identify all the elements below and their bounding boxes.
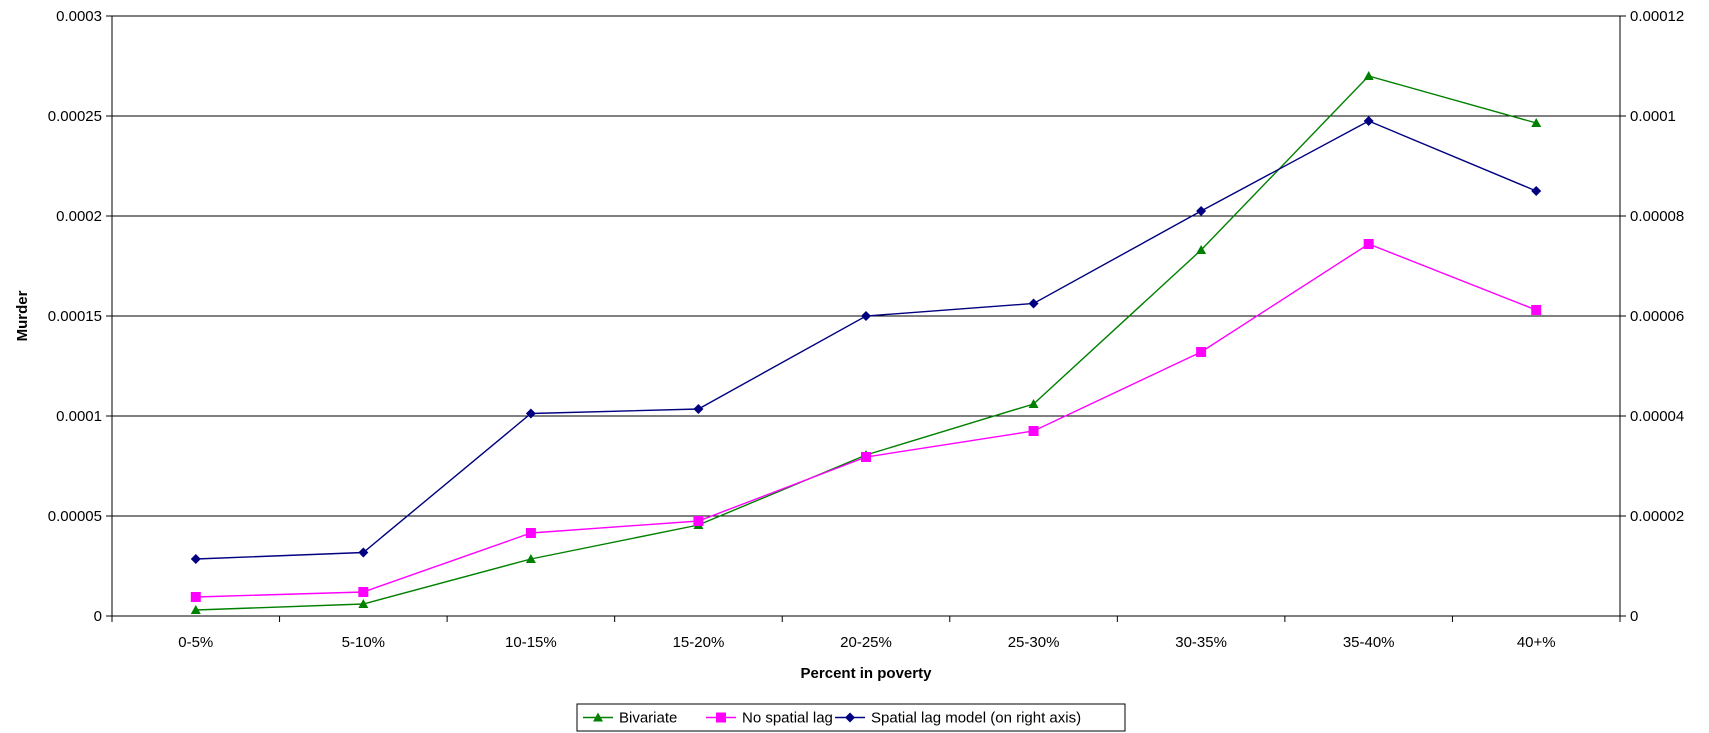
left-tick-label: 0.0001	[56, 408, 102, 425]
left-tick-label: 0.0002	[56, 208, 102, 225]
right-tick-label: 0.00004	[1630, 408, 1684, 425]
data-point	[1363, 116, 1374, 126]
left-axis-ticks: 0 0.00005 0.0001 0.00015 0.0002 0.00025 0.0003	[48, 8, 112, 625]
right-tick-label: 0.00012	[1630, 8, 1684, 25]
data-point	[1196, 347, 1207, 357]
data-point	[861, 311, 871, 321]
x-axis-title: Percent in poverty	[801, 665, 933, 682]
data-point	[525, 408, 536, 419]
data-point	[1531, 305, 1542, 315]
x-tick-label: 30-35%	[1175, 634, 1227, 651]
data-point	[1028, 426, 1039, 436]
data-point	[1196, 206, 1207, 216]
x-tick-label: 35-40%	[1343, 634, 1395, 651]
series-diamond	[190, 116, 1542, 564]
series-group	[190, 71, 1542, 614]
right-tick-label: 0.00006	[1630, 308, 1684, 325]
right-tick-label: 0.00002	[1630, 508, 1684, 525]
x-axis-ticks: 0-5% 5-10% 10-15% 15-20% 20-25% 25-30% 30-35% 3…	[111, 616, 1621, 651]
legend: Bivariate No spatial lag Spatial lag model…	[576, 703, 1126, 732]
legend-label: Bivariate	[619, 710, 677, 727]
legend-box	[576, 703, 1126, 732]
left-tick-label: 0.00005	[48, 508, 102, 525]
data-point	[358, 599, 369, 608]
data-point	[1028, 298, 1039, 309]
y-axis-title: Murder	[14, 290, 31, 341]
x-tick-label: 25-30%	[1008, 634, 1060, 651]
data-point	[1028, 399, 1039, 408]
data-point	[190, 605, 201, 614]
legend-swatch-marker	[845, 712, 855, 723]
left-tick-label: 0.0003	[56, 8, 102, 25]
right-tick-label: 0.0001	[1630, 108, 1676, 125]
data-point	[1363, 239, 1374, 249]
data-point	[1196, 245, 1207, 254]
data-point	[525, 528, 536, 538]
data-point	[358, 587, 369, 597]
data-point	[693, 516, 704, 526]
left-tick-label: 0.00025	[48, 108, 102, 125]
x-tick-label: 0-5%	[178, 634, 213, 651]
data-point	[190, 592, 201, 602]
data-point	[190, 554, 201, 564]
data-point	[525, 554, 536, 563]
legend-label: Spatial lag model (on right axis)	[871, 710, 1081, 727]
right-axis-ticks: 0 0.00002 0.00004 0.00006 0.00008 0.0001 0.000…	[1620, 8, 1684, 625]
legend-swatch-marker	[593, 712, 603, 722]
data-point	[358, 547, 369, 558]
data-point	[693, 404, 704, 414]
data-point	[1531, 118, 1542, 127]
series-square	[190, 239, 1542, 602]
x-tick-label: 20-25%	[840, 634, 892, 651]
data-point	[861, 452, 871, 462]
left-tick-label: 0	[94, 608, 102, 625]
right-tick-label: 0.00008	[1630, 208, 1684, 225]
legend-swatch-marker	[716, 712, 726, 723]
x-tick-label: 10-15%	[505, 634, 557, 651]
x-tick-label: 5-10%	[342, 634, 385, 651]
right-tick-label: 0	[1630, 608, 1638, 625]
left-tick-label: 0.00015	[48, 308, 102, 325]
data-point	[1363, 71, 1374, 80]
x-tick-label: 40+%	[1517, 634, 1556, 651]
legend-label: No spatial lag	[742, 710, 833, 727]
x-tick-label: 15-20%	[673, 634, 725, 651]
data-point	[1531, 186, 1542, 196]
